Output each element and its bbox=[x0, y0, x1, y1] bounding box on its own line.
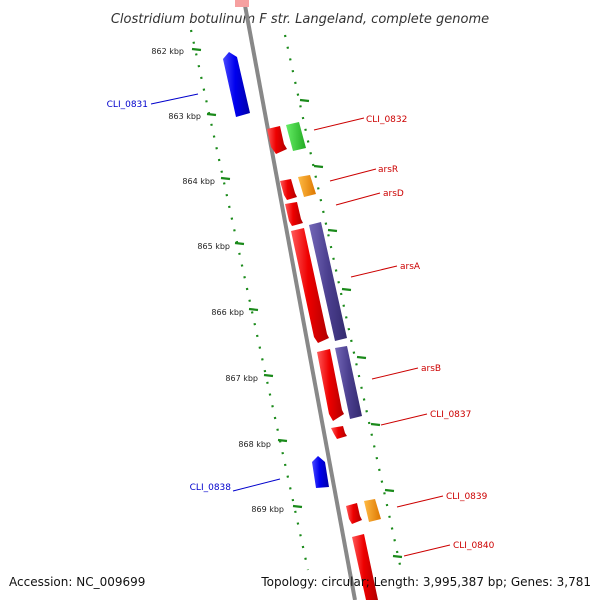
feature-lane-marks bbox=[299, 98, 403, 559]
label-arsd[interactable]: arsD bbox=[383, 189, 404, 199]
tick-label-862: 862 kbp bbox=[151, 47, 184, 56]
gene-cli-0840-cds[interactable] bbox=[352, 534, 378, 600]
feature-arsr[interactable] bbox=[298, 175, 316, 197]
tick-label-867: 867 kbp bbox=[225, 374, 258, 383]
gene-arsd-cds[interactable] bbox=[285, 202, 303, 226]
leader-cli-0837 bbox=[380, 413, 428, 426]
gene-cli-0837-cds[interactable] bbox=[331, 426, 347, 439]
tick-mark bbox=[234, 241, 245, 246]
left-tick-track bbox=[189, 29, 310, 571]
label-cli-0840[interactable]: CLI_0840 bbox=[453, 541, 495, 551]
tick-marks bbox=[191, 47, 303, 509]
tick-label-865: 865 kbp bbox=[197, 242, 230, 251]
leader-cli-0839 bbox=[396, 495, 444, 508]
gene-arsr-cds[interactable] bbox=[280, 179, 297, 200]
tick-label-866: 866 kbp bbox=[211, 308, 244, 317]
gene-cli-0831[interactable] bbox=[223, 52, 250, 117]
tick-mark bbox=[206, 112, 217, 117]
topology-text: Topology: circular; Length: 3,995,387 bp… bbox=[260, 575, 591, 589]
label-arsa[interactable]: arsA bbox=[400, 262, 421, 272]
gene-arsa-cds[interactable] bbox=[291, 228, 329, 343]
tick-label-864: 864 kbp bbox=[182, 177, 215, 186]
label-cli-0839[interactable]: CLI_0839 bbox=[446, 492, 488, 502]
feature-cli-0839[interactable] bbox=[364, 499, 381, 522]
label-cli-0832[interactable]: CLI_0832 bbox=[366, 115, 407, 125]
leader-cli-0838 bbox=[232, 478, 281, 492]
leader-arsr bbox=[329, 168, 377, 182]
tick-mark bbox=[292, 504, 303, 509]
gene-arsb-cds[interactable] bbox=[317, 349, 344, 421]
leader-arsa bbox=[350, 265, 398, 278]
label-arsr[interactable]: arsR bbox=[378, 165, 398, 175]
tick-label-863: 863 kbp bbox=[168, 112, 201, 121]
feature-arsa[interactable] bbox=[309, 222, 347, 341]
map-title: Clostridium botulinum F str. Langeland, … bbox=[111, 12, 489, 27]
tick-mark bbox=[263, 373, 274, 378]
label-cli-0838[interactable]: CLI_0838 bbox=[190, 483, 232, 493]
leader-cli-0832 bbox=[313, 117, 365, 131]
feature-arsb[interactable] bbox=[335, 346, 362, 419]
label-arsb[interactable]: arsB bbox=[421, 364, 441, 374]
partial-feature-top bbox=[235, 0, 249, 7]
accession-text: Accession: NC_009699 bbox=[9, 575, 145, 589]
label-cli-0837[interactable]: CLI_0837 bbox=[430, 410, 471, 420]
genome-backbone bbox=[242, 0, 357, 600]
gene-cli-0839-cds[interactable] bbox=[346, 503, 362, 524]
gene-cli-0832-cds[interactable] bbox=[267, 126, 287, 154]
tick-mark bbox=[277, 438, 288, 443]
label-cli-0831[interactable]: CLI_0831 bbox=[107, 100, 148, 110]
leader-arsd bbox=[335, 192, 381, 206]
tick-mark bbox=[248, 307, 259, 312]
feature-cli-0832[interactable] bbox=[286, 122, 306, 151]
gene-cli-0838[interactable] bbox=[312, 456, 329, 488]
leader-cli-0831 bbox=[150, 93, 199, 105]
tick-label-868: 868 kbp bbox=[238, 440, 271, 449]
tick-mark bbox=[220, 176, 231, 181]
tick-label-869: 869 kbp bbox=[251, 505, 284, 514]
leader-arsb bbox=[371, 367, 419, 380]
leader-cli-0840 bbox=[403, 544, 451, 557]
tick-mark bbox=[191, 47, 202, 52]
